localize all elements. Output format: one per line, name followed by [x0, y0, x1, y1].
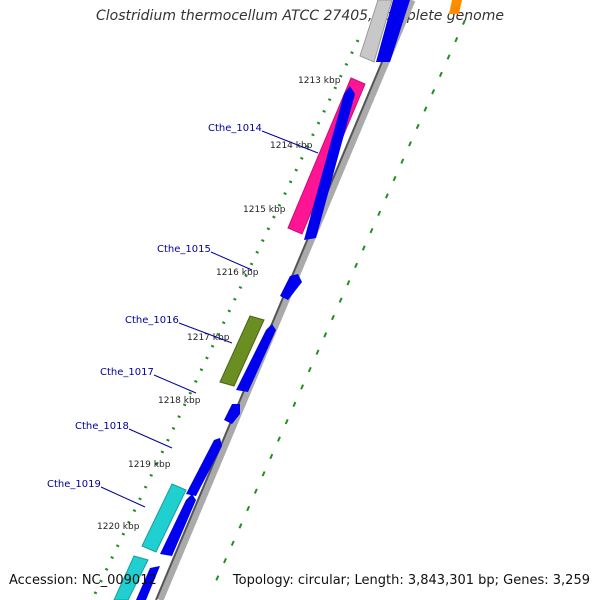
blue-gene-1018[interactable] [186, 438, 222, 496]
gene-label-group[interactable]: Cthe_1014 Cthe_1015 Cthe_1016 Cthe_1017 … [47, 123, 319, 508]
backbone [155, 0, 409, 600]
tick-label: 1214 kbp [270, 141, 313, 151]
gene-label: Cthe_1017 [100, 367, 154, 378]
tick-label: 1219 kbp [128, 460, 171, 470]
genome-summary: Topology: circular; Length: 3,843,301 bp… [232, 573, 590, 588]
blue-gene-1019[interactable] [160, 494, 196, 556]
tick-label: 1217 kbp [187, 333, 230, 343]
leader-line [210, 251, 253, 271]
gene-label: Cthe_1018 [75, 421, 129, 432]
leader-line [261, 130, 319, 154]
tick-label: 1213 kbp [298, 76, 341, 86]
leader-line [153, 374, 197, 394]
olive-gene[interactable] [219, 315, 265, 387]
blue-gene-1015[interactable] [280, 274, 302, 300]
cyan-gene-bottom[interactable] [113, 555, 149, 600]
tick-label: 1220 kbp [97, 522, 140, 532]
tick-label: 1218 kbp [158, 396, 201, 406]
tick-label: 1216 kbp [216, 268, 259, 278]
orange-feature[interactable] [449, 0, 462, 14]
tick-label: 1215 kbp [243, 205, 286, 215]
accession-label: Accession: NC_009012 [9, 573, 157, 588]
gene-label: Cthe_1014 [208, 123, 262, 134]
gene-label: Cthe_1015 [157, 244, 211, 255]
gray-gene-block[interactable] [359, 0, 393, 63]
backbone-shadow [156, 0, 416, 600]
leader-line [128, 428, 173, 449]
gene-label: Cthe_1016 [125, 315, 179, 326]
blue-gene-1014[interactable] [304, 86, 355, 240]
blue-gene-bottom[interactable] [136, 566, 160, 600]
top-blue-gene[interactable] [376, 0, 410, 62]
outer-tick-ring [211, 19, 466, 591]
cyan-gene-1019[interactable] [141, 483, 187, 553]
gene-label: Cthe_1019 [47, 479, 101, 490]
tick-labels: 1213 kbp 1214 kbp 1215 kbp 1216 kbp 1217… [97, 76, 341, 532]
leader-line [100, 486, 146, 508]
blue-gene-1016[interactable] [236, 324, 276, 392]
blue-gene-1017[interactable] [224, 404, 240, 424]
leader-line [178, 322, 233, 344]
